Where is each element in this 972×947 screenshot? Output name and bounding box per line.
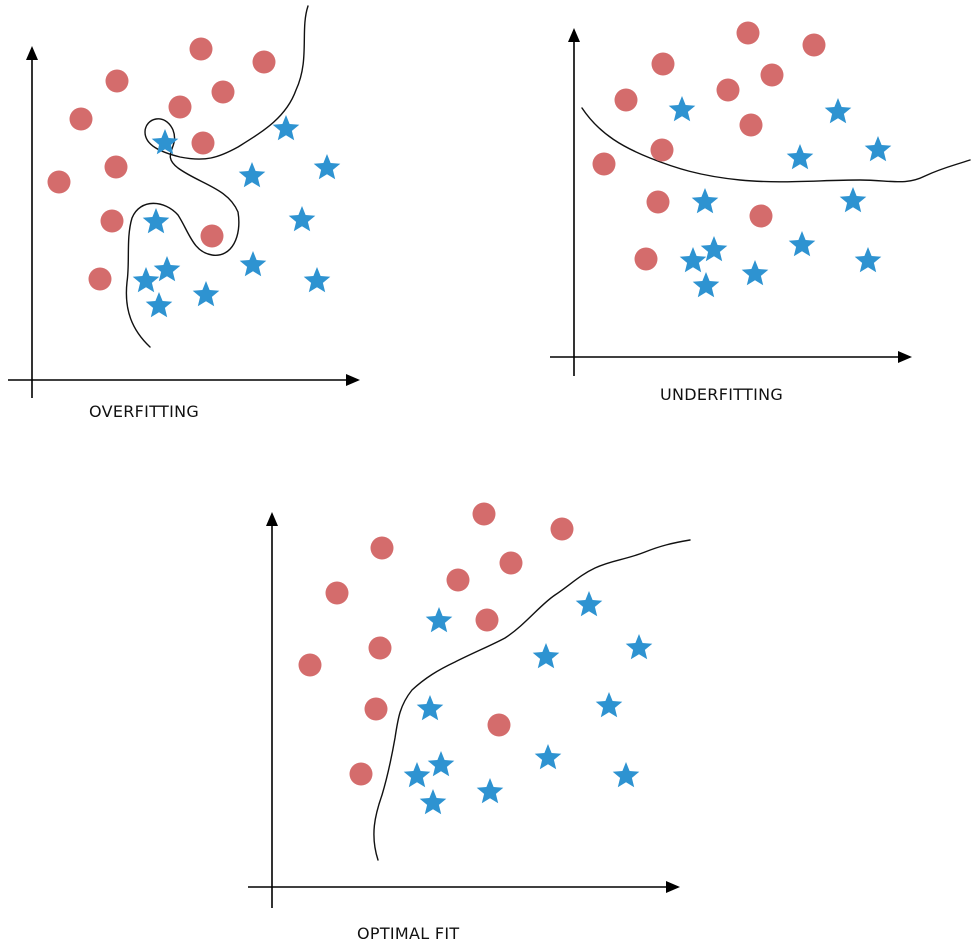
star-point [151, 129, 179, 155]
star-point [595, 692, 623, 718]
circle-point [716, 78, 740, 102]
caption-optimal-fit: OPTIMAL FIT [357, 924, 460, 943]
circle-point [736, 21, 760, 45]
star-point [679, 247, 707, 273]
star-point [839, 187, 867, 213]
circle-point [472, 502, 496, 526]
star-point [313, 154, 341, 180]
star-point [419, 789, 447, 815]
circle-point [168, 95, 192, 119]
star-point [854, 247, 882, 273]
circle-point [100, 209, 124, 233]
circle-point [47, 170, 71, 194]
circle-point [189, 37, 213, 61]
circle-point [104, 155, 128, 179]
star-point [668, 96, 696, 122]
circle-point [475, 608, 499, 632]
star-point [625, 634, 653, 660]
circle-point [298, 653, 322, 677]
underfitting-decision-boundary [581, 107, 971, 183]
circle-point [191, 131, 215, 155]
circle-point [487, 713, 511, 737]
circle-point [650, 138, 674, 162]
circle-point [749, 204, 773, 228]
star-point [534, 744, 562, 770]
star-point [786, 144, 814, 170]
circle-point [646, 190, 670, 214]
star-point [476, 778, 504, 804]
circle-point [739, 113, 763, 137]
circle-point [802, 33, 826, 57]
circle-point [69, 107, 93, 131]
overfitting-decision-boundary [125, 5, 309, 348]
optimal-fit-axes [248, 512, 680, 908]
caption-overfitting: OVERFITTING [89, 402, 200, 421]
overfitting-data-points [47, 37, 341, 318]
star-point [272, 115, 300, 141]
overfitting-axes [8, 46, 360, 398]
circle-point [760, 63, 784, 87]
caption-underfitting: UNDERFITTING [660, 385, 784, 404]
star-point [288, 206, 316, 232]
underfitting-data-points [592, 21, 892, 298]
optimal-fit-data-points [298, 502, 653, 815]
star-point [303, 267, 331, 293]
star-point [575, 591, 603, 617]
star-point [692, 272, 720, 298]
star-point [145, 292, 173, 318]
circle-point [349, 762, 373, 786]
star-point [741, 260, 769, 286]
star-point [416, 695, 444, 721]
circle-point [446, 568, 470, 592]
circle-point [200, 224, 224, 248]
circle-point [634, 247, 658, 271]
star-point [691, 188, 719, 214]
circle-point [370, 536, 394, 560]
star-point [864, 136, 892, 162]
star-point [132, 267, 160, 293]
panel-optimal-fit [248, 502, 691, 908]
circle-point [614, 88, 638, 112]
circle-point [211, 80, 235, 104]
panel-underfitting [550, 21, 971, 376]
panel-overfitting [8, 5, 360, 398]
circle-point [651, 52, 675, 76]
star-point [238, 162, 266, 188]
circle-point [592, 152, 616, 176]
star-point [403, 762, 431, 788]
star-point [425, 607, 453, 633]
star-point [153, 256, 181, 282]
star-point [142, 208, 170, 234]
star-point [612, 762, 640, 788]
star-point [788, 231, 816, 257]
optimal-fit-decision-boundary [373, 539, 691, 861]
underfitting-axes [550, 28, 912, 376]
circle-point [88, 267, 112, 291]
star-point [427, 751, 455, 777]
circle-point [105, 69, 129, 93]
circle-point [325, 581, 349, 605]
star-point [239, 251, 267, 277]
star-point [192, 281, 220, 307]
circle-point [252, 50, 276, 74]
star-point [824, 98, 852, 124]
circle-point [368, 636, 392, 660]
circle-point [550, 517, 574, 541]
circle-point [364, 697, 388, 721]
circle-point [499, 551, 523, 575]
star-point [532, 643, 560, 669]
star-point [700, 236, 728, 262]
